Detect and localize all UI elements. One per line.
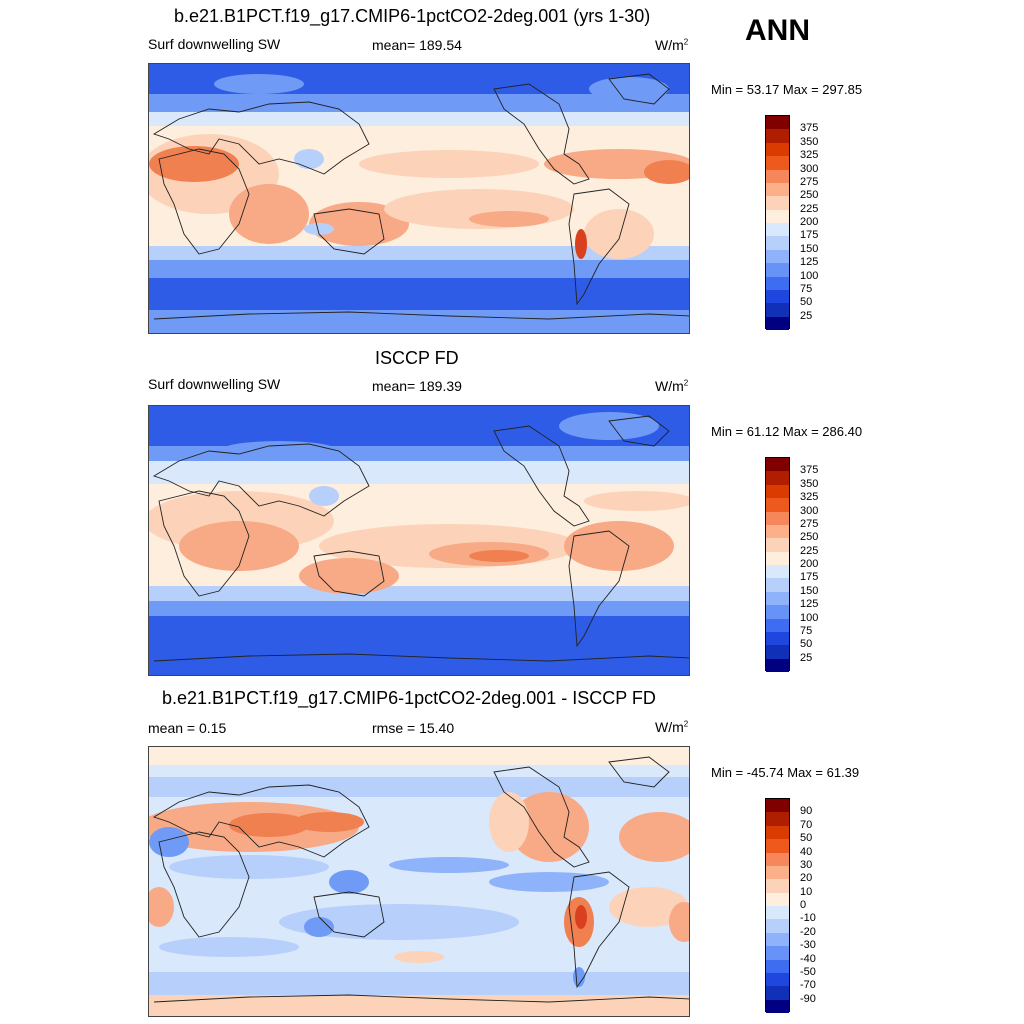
cbar1-tick: 150: [800, 242, 819, 255]
panel3-colorbar: [765, 798, 790, 1013]
panel1-variable-label: Surf downwelling SW: [148, 36, 281, 52]
cbar1-tick: 250: [800, 189, 819, 202]
cbar1-tick: 25: [800, 309, 813, 322]
cbar1-tick: 75: [800, 282, 813, 295]
panel2-map: [148, 405, 690, 676]
cbar2-tick: 300: [800, 504, 819, 517]
panel1-colorbar: [765, 115, 790, 330]
panel1-map: [148, 63, 690, 334]
cbar1-tick: 200: [800, 216, 819, 228]
cbar3-tick: 40: [800, 845, 813, 858]
cbar1-tick: 50: [800, 296, 813, 309]
cbar2-tick: 250: [800, 531, 819, 544]
cbar3-tick: -90: [800, 992, 816, 1005]
cbar2-tick: 75: [800, 624, 813, 637]
cbar2-tick: 200: [800, 558, 819, 570]
cbar2-tick: 50: [800, 638, 813, 651]
cbar3-tick: -40: [800, 952, 816, 965]
cbar1-tick: 100: [800, 269, 819, 282]
cbar3-tick: 50: [800, 832, 813, 845]
cbar3-tick: -70: [800, 979, 816, 992]
panel2-coastlines: [152, 415, 689, 662]
cbar3-tick: 30: [800, 858, 813, 871]
cbar2-tick: 150: [800, 584, 819, 597]
cbar2-tick: 225: [800, 544, 819, 557]
cbar1-tick: 175: [800, 229, 819, 242]
cbar2-tick: 350: [800, 477, 819, 490]
cbar2-tick: 25: [800, 651, 813, 664]
panel1-minmax: Min = 53.17 Max = 297.85: [711, 82, 863, 97]
panel3-map: [148, 746, 690, 1017]
cbar3-tick: 70: [800, 818, 813, 831]
cbar2-tick: 325: [800, 491, 819, 504]
panel2-units: W/m2: [655, 378, 689, 394]
panel1-title: b.e21.B1PCT.f19_g17.CMIP6-1pctCO2-2deg.0…: [174, 6, 651, 26]
cbar2-tick: 275: [800, 517, 819, 530]
panel3-minmax: Min = -45.74 Max = 61.39: [711, 765, 860, 780]
cbar3-tick: -50: [800, 965, 816, 978]
cbar1-tick: 375: [800, 122, 819, 135]
panel1-mean-label: mean= 189.54: [372, 37, 462, 53]
cbar1-tick: 225: [800, 202, 819, 215]
cbar2-tick: 100: [800, 611, 819, 624]
panel3-rmse-label: rmse = 15.40: [372, 720, 455, 736]
cbar3-tick: 90: [800, 805, 813, 818]
cbar3-tick: -30: [800, 939, 816, 952]
panel2-title: ISCCP FD: [375, 348, 459, 368]
panel3-units: W/m2: [655, 719, 689, 735]
season-label: ANN: [745, 14, 810, 47]
cbar1-tick: 300: [800, 162, 819, 175]
panel2-minmax: Min = 61.12 Max = 286.40: [711, 424, 863, 439]
panel3-title: b.e21.B1PCT.f19_g17.CMIP6-1pctCO2-2deg.0…: [162, 688, 656, 708]
cbar2-tick: 175: [800, 571, 819, 584]
cbar3-tick: -10: [800, 912, 816, 925]
panel2-variable-label: Surf downwelling SW: [148, 376, 281, 392]
cbar3-tick: 20: [800, 872, 813, 885]
cbar1-tick: 350: [800, 135, 819, 148]
cbar2-tick: 375: [800, 464, 819, 477]
panel1-coastlines: [152, 73, 689, 320]
panel1-units: W/m2: [655, 37, 689, 53]
cbar2-tick: 125: [800, 598, 819, 611]
cbar1-tick: 125: [800, 256, 819, 269]
panel2-colorbar: [765, 457, 790, 672]
cbar1-tick: 275: [800, 175, 819, 188]
cbar3-tick: 0: [800, 899, 807, 911]
panel3-coastlines: [152, 756, 689, 1003]
cbar3-tick: -20: [800, 925, 816, 938]
cbar1-tick: 325: [800, 149, 819, 162]
cbar3-tick: 10: [800, 885, 813, 898]
panel2-mean-label: mean= 189.39: [372, 378, 462, 394]
panel3-mean-label: mean = 0.15: [148, 720, 227, 736]
